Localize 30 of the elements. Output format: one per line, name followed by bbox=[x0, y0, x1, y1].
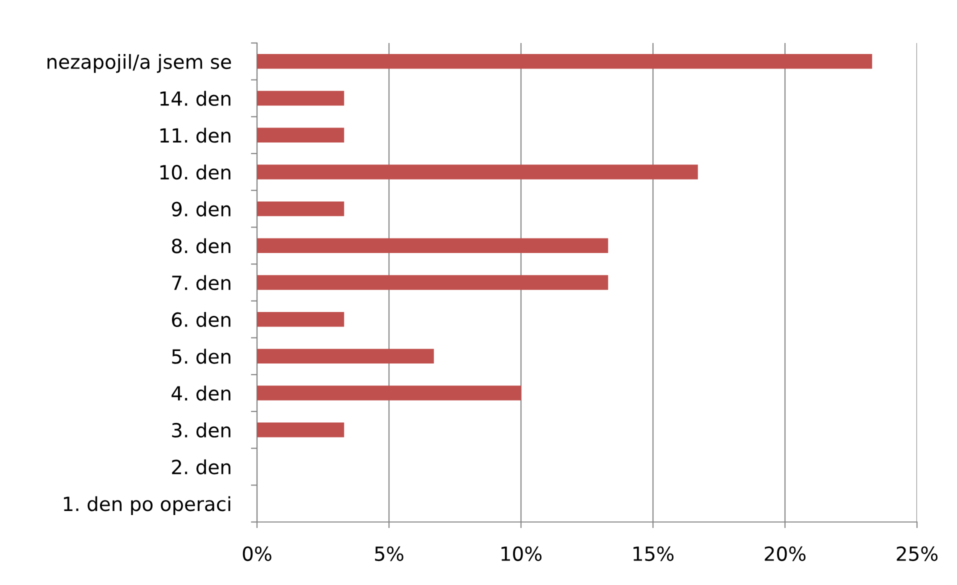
y-tick-label: 14. den bbox=[160, 90, 230, 106]
bar bbox=[257, 275, 608, 290]
x-tick-label: 5% bbox=[375, 546, 404, 562]
bar bbox=[257, 201, 344, 216]
bar bbox=[257, 128, 344, 142]
y-tick-label: 9. den bbox=[172, 201, 230, 216]
bar bbox=[257, 164, 698, 180]
bar bbox=[257, 386, 521, 400]
bar bbox=[257, 238, 608, 254]
y-tick-label: 1. den po operaci bbox=[64, 496, 230, 516]
x-tick-label: 20% bbox=[764, 546, 806, 562]
y-tick-label: 11. den bbox=[160, 128, 230, 143]
y-tick-label: 8. den bbox=[172, 238, 230, 254]
y-tick-label: 7. den bbox=[172, 275, 230, 290]
y-tick-label: 2. den bbox=[172, 459, 230, 474]
y-tick-label: 3. den bbox=[172, 422, 230, 438]
y-tick-label: nezapojil/a jsem se bbox=[48, 54, 231, 73]
y-tick-label: 6. den bbox=[172, 312, 230, 328]
bar bbox=[257, 90, 344, 106]
y-tick-label: 10. den bbox=[160, 164, 230, 180]
x-tick-label: 0% bbox=[242, 546, 272, 562]
x-tick-label: 10% bbox=[502, 546, 542, 562]
bar bbox=[257, 54, 872, 69]
x-tick-label: 25% bbox=[896, 546, 938, 562]
bar bbox=[257, 312, 344, 327]
x-tick-label: 15% bbox=[634, 546, 674, 562]
bar bbox=[257, 422, 344, 438]
bar bbox=[257, 348, 434, 364]
y-tick-label: 4. den bbox=[172, 386, 230, 401]
y-tick-label: 5. den bbox=[172, 348, 230, 364]
